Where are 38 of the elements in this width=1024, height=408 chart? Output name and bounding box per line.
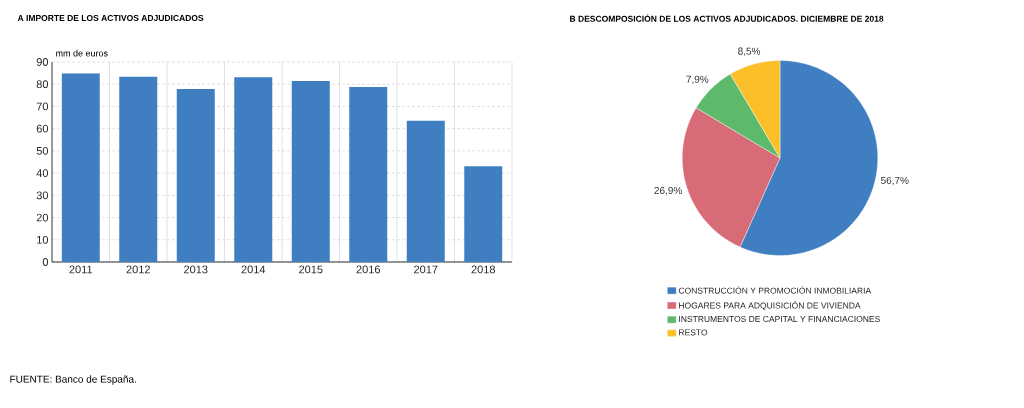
x-tick-label: 2014: [241, 265, 266, 274]
legend-label: HOGARES PARA ADQUISICIÓN DE VIVIENDA: [679, 301, 861, 311]
x-tick-label: 2018: [471, 265, 495, 274]
x-tick-label: 2013: [184, 265, 208, 274]
y-tick-label: 30: [36, 191, 49, 200]
source-note: FUENTE: Banco de España.: [10, 375, 136, 385]
y-tick-label: 40: [36, 169, 49, 178]
bar: [291, 81, 330, 262]
y-tick-label: 80: [36, 80, 49, 89]
bar: [61, 73, 100, 262]
y-tick-label: 20: [36, 213, 49, 222]
data-label: 7,9%: [686, 75, 709, 84]
x-tick-label: 2012: [126, 265, 150, 274]
y-tick-label: 60: [36, 124, 49, 133]
y-tick-label: 50: [36, 147, 49, 155]
x-tick-label: 2011: [69, 265, 93, 274]
bar: [119, 76, 158, 262]
chart-title: A IMPORTE DE LOS ACTIVOS ADJUDICADOS: [17, 15, 204, 21]
bar: [406, 120, 445, 262]
y-tick-label: 10: [37, 235, 49, 244]
y-tick-label: 90: [36, 58, 49, 66]
chart-title: B DESCOMPOSICIÓN DE LOS ACTIVOS ADJUDICADOS. DICIEMBRE DE 2018: [570, 14, 884, 22]
y-tick-label: 0: [42, 258, 49, 266]
y-tick-label: 70: [36, 102, 49, 111]
x-tick-label: 2015: [299, 265, 323, 274]
bar: [234, 77, 273, 262]
bar: [176, 89, 215, 262]
legend-label: INSTRUMENTOS DE CAPITAL Y FINANCIACIONES: [679, 315, 880, 322]
data-label: 8,5%: [738, 47, 761, 56]
bar: [349, 86, 388, 262]
bar: [464, 166, 503, 262]
x-tick-label: 2016: [356, 265, 380, 274]
legend-label: CONSTRUCCIÓN Y PROMOCIÓN INMOBILIARIA: [678, 286, 872, 294]
x-tick-label: 2017: [414, 265, 438, 274]
data-label: 26,9%: [654, 186, 682, 196]
data-label: 56,7%: [880, 176, 909, 186]
y-axis-title: mm de euros: [56, 49, 108, 57]
legend-label: RESTO: [679, 329, 708, 336]
